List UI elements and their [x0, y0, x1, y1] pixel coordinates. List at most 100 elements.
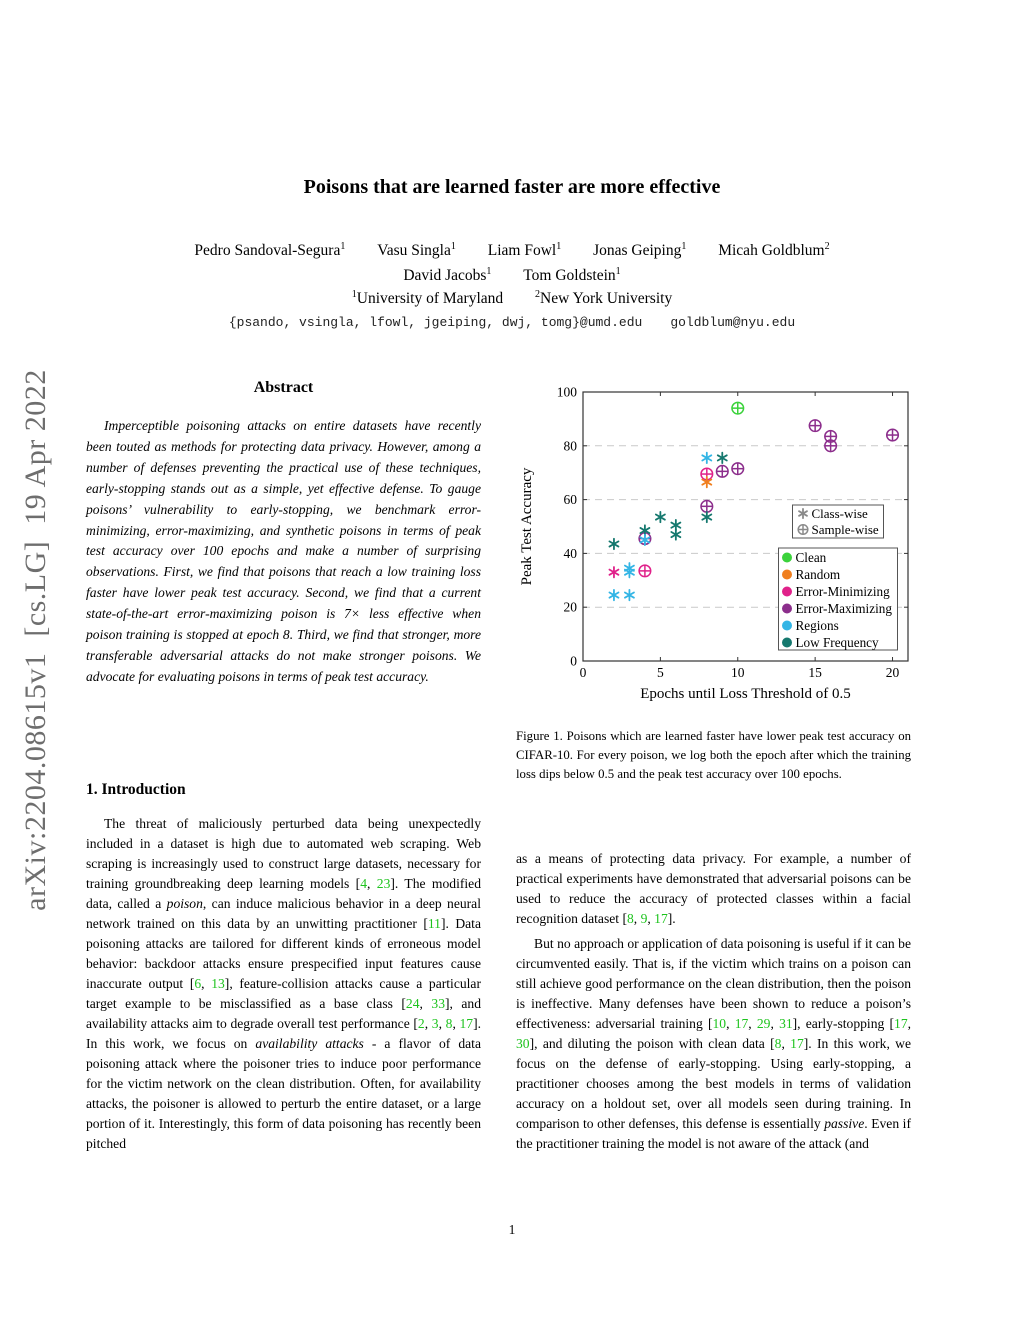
citation-ref: 17	[894, 1016, 908, 1031]
citation-ref: 13	[211, 976, 225, 991]
text-segment: passive	[824, 1116, 865, 1131]
class-wise-marker	[624, 588, 635, 602]
svg-text:10: 10	[731, 665, 745, 680]
svg-text:Clean: Clean	[796, 550, 827, 565]
class-wise-marker	[624, 566, 635, 579]
text-segment: ,	[452, 1016, 460, 1031]
citation-ref: 23	[376, 876, 391, 891]
text-segment: ], and diluting the poison with clean da…	[529, 1036, 775, 1051]
author: Jonas Geiping1	[593, 240, 687, 259]
svg-text:Error-Minimizing: Error-Minimizing	[796, 584, 891, 599]
text-segment: ,	[726, 1016, 735, 1031]
text-segment: . Even if the practitioner training the …	[516, 1116, 911, 1151]
citation-ref: 4	[360, 876, 367, 891]
author-line-2: David Jacobs1 Tom Goldstein1	[0, 265, 1024, 285]
text-segment: ], and availability attacks aim to degra…	[86, 996, 482, 1031]
citation-ref: 2	[417, 1016, 425, 1031]
svg-text:20: 20	[564, 600, 578, 615]
citation-ref: 29	[756, 1016, 771, 1031]
text-segment: ,	[367, 876, 377, 891]
class-wise-marker	[608, 537, 620, 551]
paper-title: Poisons that are learned faster are more…	[303, 176, 721, 198]
svg-text:20: 20	[886, 665, 900, 680]
legend-color-swatch	[782, 620, 792, 631]
sample-wise-marker	[797, 523, 809, 536]
legend-color-swatch	[782, 637, 792, 648]
affil-sup: 1	[351, 288, 357, 300]
svg-text:Sample-wise: Sample-wise	[812, 522, 879, 537]
text-segment: ,	[907, 1016, 912, 1031]
sample-wise-marker	[731, 462, 745, 476]
citation-ref: 33	[431, 996, 445, 1011]
text-segment: ]. In this work, we focus on	[86, 1016, 482, 1051]
text-segment: ,	[438, 1016, 446, 1031]
svg-text:100: 100	[557, 385, 578, 400]
svg-text:15: 15	[808, 665, 822, 680]
citation-ref: 10	[712, 1016, 727, 1031]
author: Pedro Sandoval-Segura1	[194, 240, 346, 259]
text-segment: ]. In this work, we focus on the defense…	[516, 1036, 912, 1131]
text-segment: , can induce malicious behavior in a dee…	[86, 896, 481, 931]
author: Tom Goldstein1	[523, 265, 621, 284]
abstract-text: Imperceptible poisoning attacks on entir…	[86, 418, 481, 684]
affiliation: 1University of Maryland	[351, 288, 504, 307]
citation-ref: 30	[516, 1036, 530, 1051]
class-wise-marker	[608, 588, 620, 602]
citation-ref: 17	[654, 911, 668, 926]
legend-color-swatch	[782, 569, 792, 580]
page-number: 1	[508, 1222, 516, 1237]
figure-1-caption: Figure 1. Poisons which are learned fast…	[516, 729, 911, 781]
citation-ref: 9	[640, 911, 648, 926]
author: Vasu Singla1	[377, 240, 456, 259]
text-segment: But no approach or application of data p…	[516, 936, 911, 1031]
svg-text:40: 40	[564, 546, 578, 561]
text-segment: ,	[781, 1036, 791, 1051]
text-segment: ,	[424, 1016, 432, 1031]
svg-text:Low Frequency: Low Frequency	[796, 635, 880, 650]
abstract-heading: Abstract	[253, 379, 314, 396]
affil-sup: 2	[535, 288, 541, 300]
text-segment: ,	[419, 996, 432, 1011]
svg-text:60: 60	[564, 492, 578, 507]
class-wise-marker	[701, 476, 713, 489]
legend-color-swatch	[782, 552, 792, 563]
text-segment: - a flavor of data poisoning attack wher…	[86, 1036, 481, 1151]
sample-wise-marker	[885, 428, 900, 442]
text-segment: ,	[647, 911, 655, 926]
author-affil-sup: 1	[340, 240, 346, 252]
citation-ref: 24	[405, 996, 420, 1011]
svg-text:80: 80	[564, 438, 578, 453]
text-segment: poison	[166, 896, 203, 911]
class-wise-marker	[716, 451, 728, 465]
y-axis-label: Peak Test Accuracy	[519, 467, 535, 585]
citation-ref: 8	[774, 1036, 782, 1051]
class-wise-marker	[654, 510, 666, 524]
text-segment: as a means of protecting data privacy. F…	[516, 851, 911, 926]
text-segment: ,	[633, 911, 641, 926]
tick-labels: 0 5 10 15 20 0 20 40 60 80 100	[557, 385, 900, 681]
citation-ref: 11	[427, 916, 441, 931]
email-nyu: goldblum@nyu.edu	[670, 315, 796, 330]
svg-text:Random: Random	[796, 567, 841, 582]
author: Liam Fowl1	[487, 240, 562, 259]
body-paragraph-2: But no approach or application of data p…	[516, 934, 911, 1154]
citation-ref: 6	[194, 976, 202, 991]
email-group-umd: {psando, vsingla, lfowl, jgeiping, dwj, …	[228, 315, 643, 330]
axis-ticks	[582, 391, 908, 662]
svg-text:5: 5	[657, 665, 664, 680]
author-affil-sup: 1	[615, 265, 621, 277]
section-heading-introduction: 1. Introduction	[86, 781, 186, 798]
affiliations: 1University of Maryland 2New York Univer…	[0, 288, 1024, 308]
author: Micah Goldblum2	[718, 240, 830, 259]
sample-wise-marker	[824, 439, 838, 453]
sample-wise-marker	[700, 499, 714, 513]
citation-ref: 17	[790, 1036, 804, 1051]
citation-ref: 17	[459, 1016, 474, 1031]
citation-ref: 31	[779, 1016, 793, 1031]
text-segment: The threat of maliciously perturbed data…	[86, 816, 481, 891]
svg-text:Regions: Regions	[796, 618, 839, 633]
citation-ref: 17	[734, 1016, 749, 1031]
text-segment: ], early-stopping [	[792, 1016, 895, 1031]
